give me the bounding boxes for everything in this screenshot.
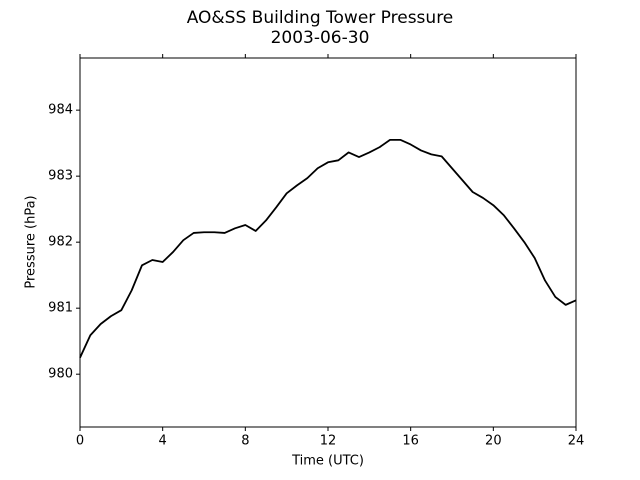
- line-series: [79, 138, 577, 359]
- chart-title: AO&SS Building Tower Pressure: [187, 8, 454, 28]
- plot-frame: [79, 57, 577, 428]
- x-tick-label: 12: [320, 434, 337, 449]
- y-axis-label: Pressure (hPa): [24, 195, 39, 288]
- x-tick-label: 8: [241, 434, 249, 449]
- x-tick-label: 20: [485, 434, 502, 449]
- x-tick-label: 4: [159, 434, 167, 449]
- y-tick-label: 984: [48, 103, 73, 118]
- x-tick-label: 24: [568, 434, 585, 449]
- y-tick-label: 982: [48, 235, 73, 250]
- y-tick-label: 983: [48, 169, 73, 184]
- x-tick-label: 0: [76, 434, 84, 449]
- y-tick-label: 981: [48, 301, 73, 316]
- y-tick-label: 980: [48, 367, 73, 382]
- x-axis-label: Time (UTC): [291, 454, 364, 469]
- chart-subtitle: 2003-06-30: [271, 28, 370, 48]
- x-tick-label: 16: [402, 434, 419, 449]
